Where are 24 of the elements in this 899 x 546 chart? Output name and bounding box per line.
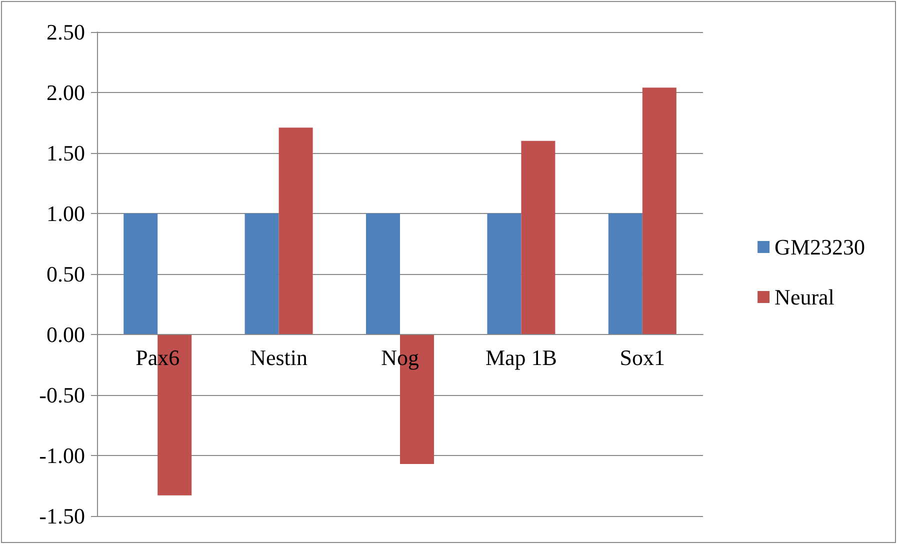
y-tick-label: 0.00 [46, 322, 85, 347]
y-tick-label: -0.50 [39, 382, 85, 408]
x-tick-label: Sox1 [620, 345, 666, 370]
y-tick-label: 1.50 [46, 140, 85, 166]
bar [366, 214, 400, 334]
bar [608, 214, 642, 334]
bar [642, 88, 676, 334]
y-tick-label: 2.00 [46, 80, 85, 105]
bar [521, 140, 556, 334]
bar [124, 214, 158, 334]
x-tick-label: Pax6 [136, 345, 180, 370]
y-tick-label: -1.50 [39, 504, 85, 528]
legend-label: GM23230 [774, 234, 866, 260]
x-tick-label: Map 1B [485, 345, 557, 370]
bar [244, 214, 279, 334]
y-tick-label: 0.50 [46, 262, 85, 286]
x-tick-label: Nestin [250, 345, 308, 370]
legend-label: Neural [774, 284, 834, 310]
y-tick-label: 1.00 [46, 201, 85, 226]
bar [487, 214, 522, 334]
bar [278, 128, 313, 334]
x-tick-label: Nog [381, 345, 419, 370]
y-tick-label: -1.00 [39, 443, 85, 468]
y-tick-label: 2.50 [46, 20, 85, 44]
